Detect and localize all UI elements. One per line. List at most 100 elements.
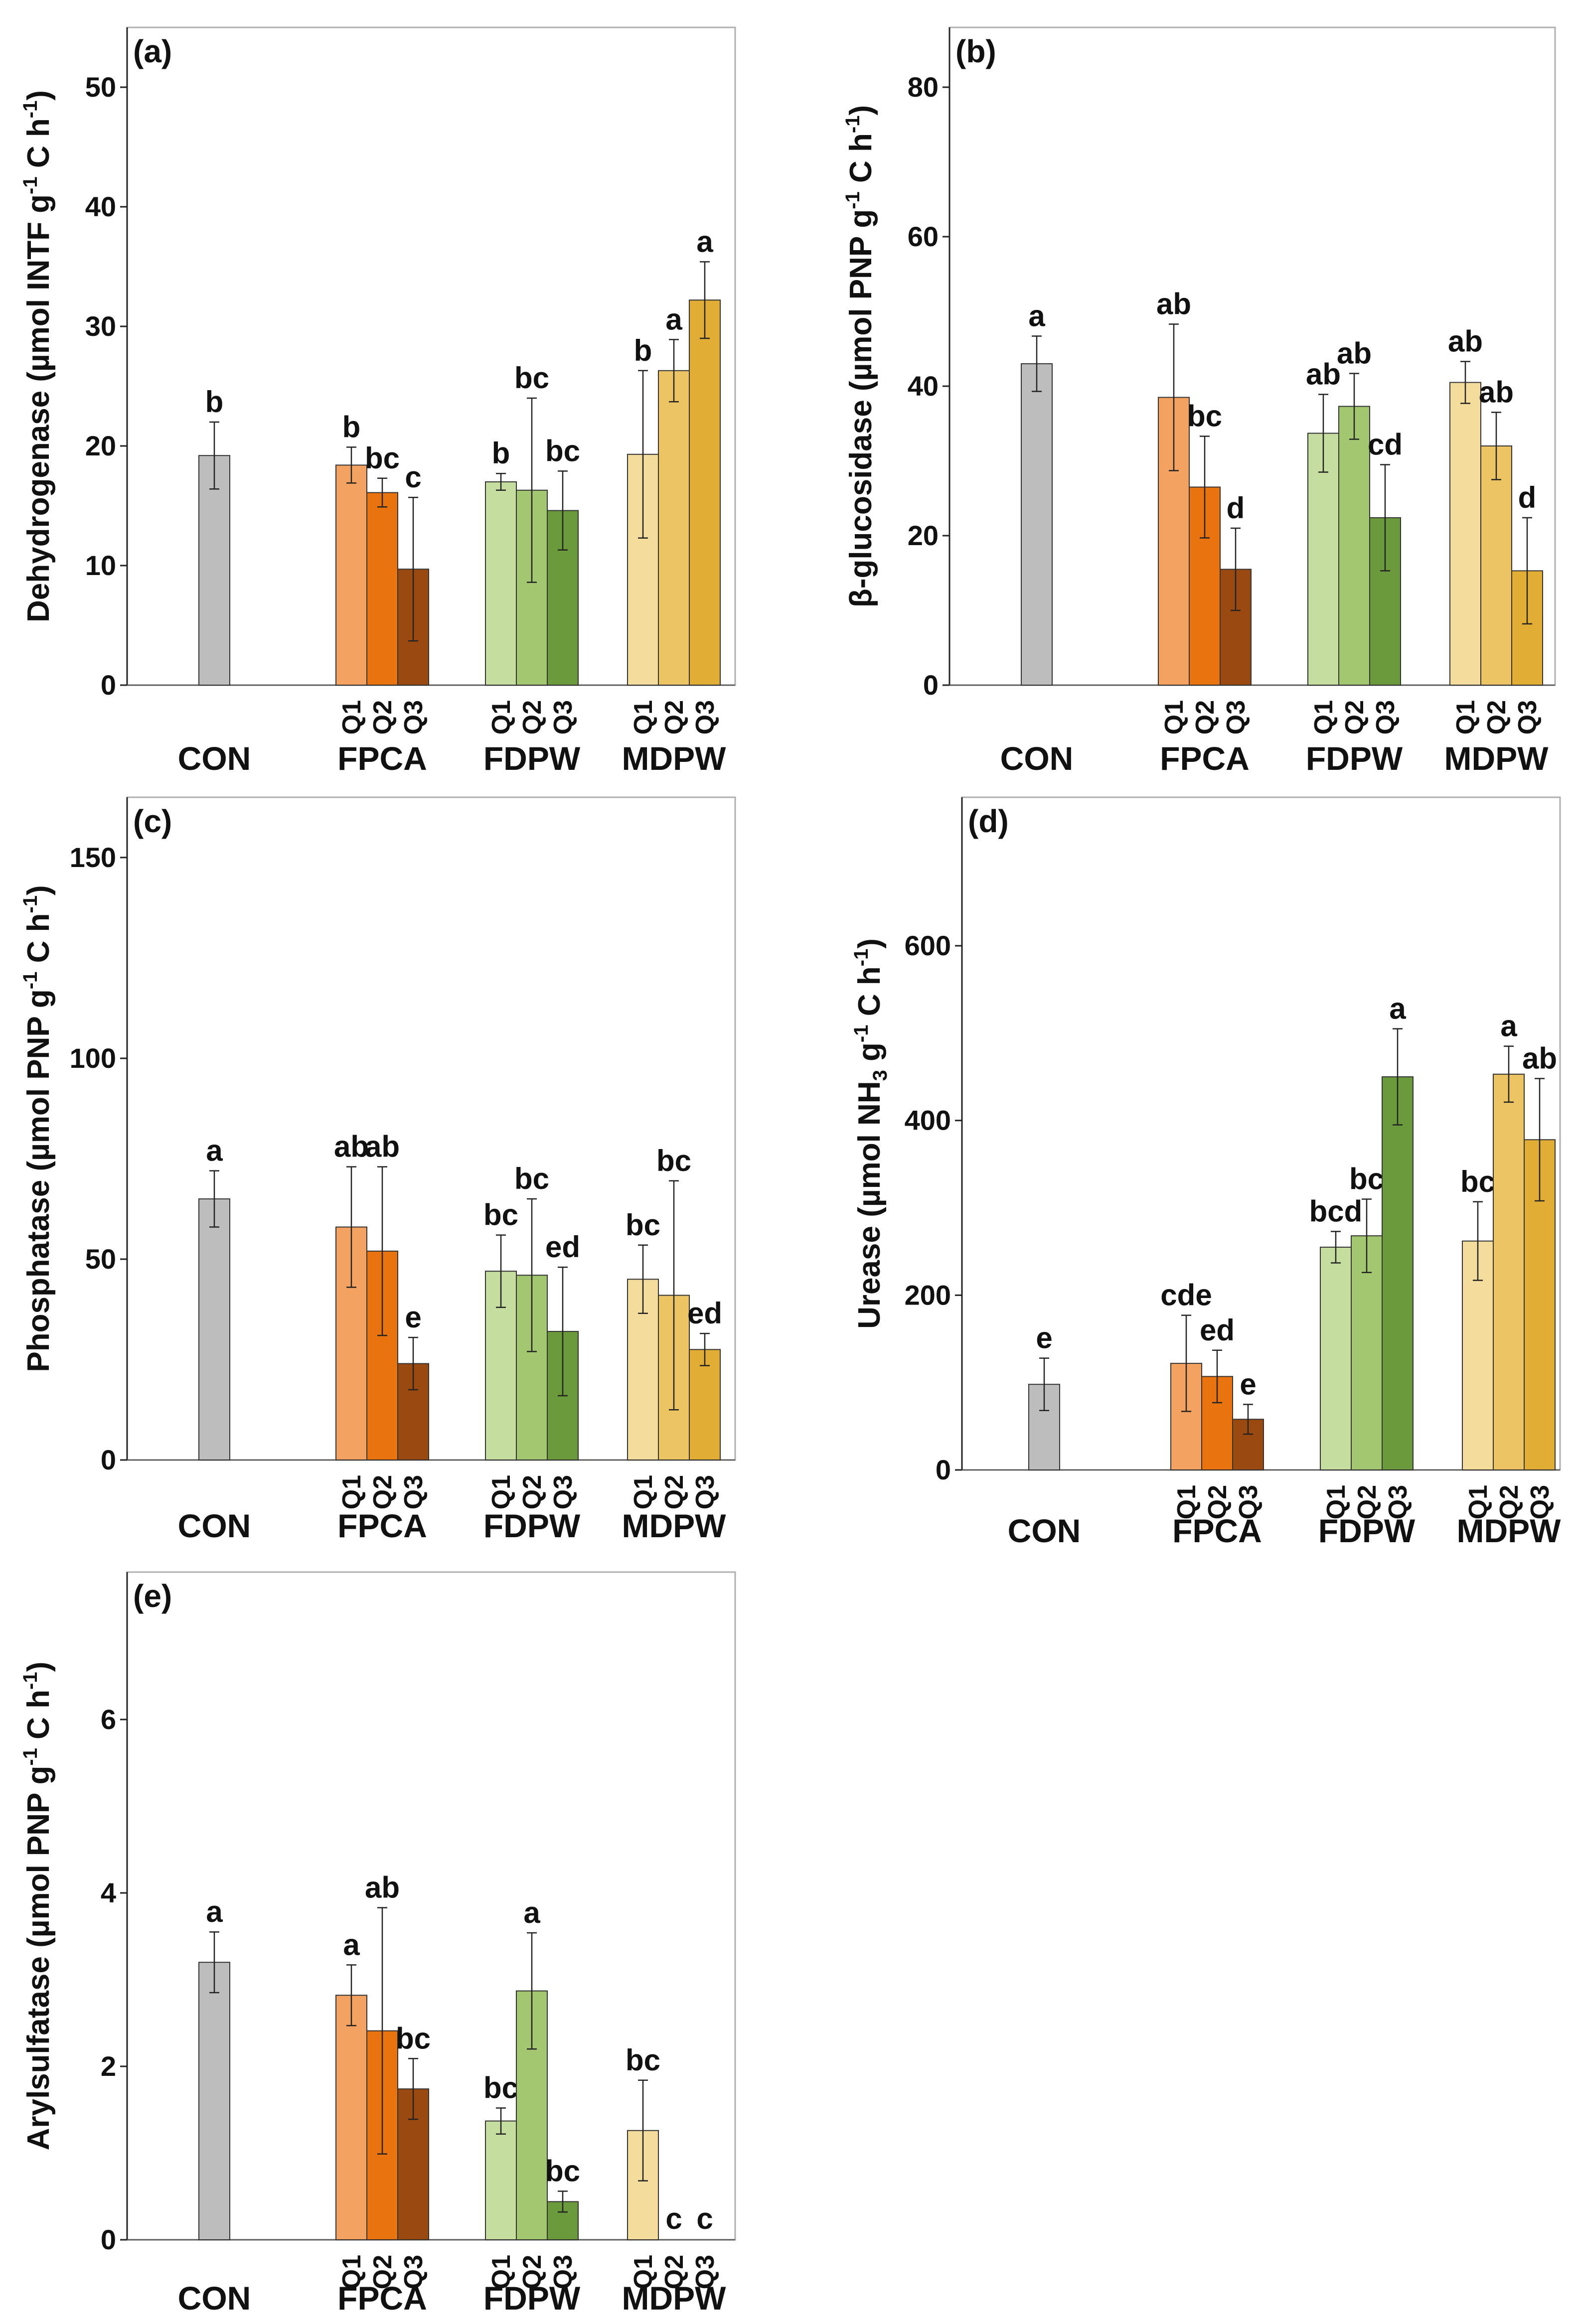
y-label-part: ) <box>21 1662 56 1672</box>
bar-fdpw-q3 <box>1382 1076 1414 1471</box>
q-tick-label: Q2 <box>660 700 689 734</box>
y-label-part: ) <box>21 885 56 895</box>
bar-fdpw-q1 <box>485 481 517 686</box>
group-label-fpca: FPCA <box>1172 1512 1262 1549</box>
significance-label: bc <box>1349 1162 1384 1195</box>
significance-label: bc <box>1187 400 1222 433</box>
q-tick-label: Q1 <box>629 700 658 734</box>
q-tick-label: Q3 <box>1384 1485 1413 1519</box>
q-tick-label: Q2 <box>1203 1485 1232 1519</box>
bar-fdpw-q1 <box>1320 1246 1352 1471</box>
y-axis-label: Urease (µmol NH3​ g-1​ C h-1​) <box>850 938 891 1329</box>
y-label-part: C h <box>21 118 56 176</box>
q-tick-label: Q1 <box>1464 1485 1493 1519</box>
group-label-con: CON <box>1000 740 1074 777</box>
panel-tag: (d) <box>968 803 1009 839</box>
y-tick-label: 200 <box>905 1279 951 1310</box>
significance-label: e <box>405 1301 421 1334</box>
group-label-mdpw: MDPW <box>622 1507 727 1544</box>
q-tick-label: Q1 <box>337 700 366 734</box>
q-tick-label: Q3 <box>1513 700 1542 734</box>
significance-label: ab <box>1156 288 1191 321</box>
bar-mdpw-q3 <box>689 299 721 686</box>
significance-label: ab <box>334 1130 369 1163</box>
chart-panel-1: (a) 0 10 20 30 40 50 Dehydrogenase (µmol INTF g… <box>19 26 736 777</box>
significance-label: ab <box>365 1130 400 1163</box>
group-label-fpca: FPCA <box>337 2280 427 2317</box>
y-tick-label: 80 <box>908 71 939 103</box>
y-label-part: ) <box>852 938 887 949</box>
y-label-part: C h <box>852 966 887 1024</box>
y-label-part: ) <box>844 105 878 116</box>
y-label-part: C h <box>21 1690 56 1748</box>
bar-con <box>198 1198 230 1460</box>
significance-label: a <box>696 225 713 258</box>
significance-label: bc <box>365 441 400 475</box>
bar-fpca-q1 <box>335 1995 367 2241</box>
significance-label: ab <box>1337 337 1372 370</box>
significance-label: e <box>1240 1368 1256 1401</box>
group-label-mdpw: MDPW <box>622 740 727 777</box>
q-tick-label: Q1 <box>337 1475 366 1509</box>
q-tick-label: Q1 <box>487 2255 516 2289</box>
bar-fdpw-q2 <box>1351 1235 1383 1470</box>
significance-label: bc <box>545 434 580 467</box>
significance-label: a <box>1389 992 1406 1025</box>
significance-label: d <box>1518 481 1537 514</box>
q-tick-label: Q1 <box>337 2255 366 2289</box>
y-tick-label: 10 <box>85 550 116 581</box>
y-tick-label: 60 <box>908 221 939 252</box>
q-tick-label: Q2 <box>1340 700 1369 734</box>
significance-label: c <box>696 2202 713 2235</box>
significance-label: ab <box>1448 325 1483 358</box>
q-tick-label: Q2 <box>368 2255 397 2289</box>
significance-label: ed <box>545 1230 580 1264</box>
group-label-fdpw: FDPW <box>483 2280 581 2317</box>
chart-panel-2: (b) 0 20 40 60 80 β-glucosidase (µmol PNP g-1​… <box>842 26 1556 777</box>
y-label-part: Dehydrogenase (µmol INTF g <box>21 194 56 622</box>
panel-tag: (c) <box>133 803 172 839</box>
q-tick-label: Q2 <box>368 1475 397 1509</box>
y-label-sup: -1 <box>850 949 872 967</box>
significance-label: ab <box>365 1871 400 1904</box>
significance-label: bc <box>656 1144 691 1177</box>
significance-label: e <box>1036 1321 1052 1355</box>
significance-label: d <box>1227 491 1245 525</box>
y-axis-label: Arylsulfatase (µmol PNP g-1​ C h-1​) <box>19 1662 56 2151</box>
q-tick-label: Q2 <box>518 1475 547 1509</box>
significance-label: a <box>1028 299 1045 333</box>
group-label-con: CON <box>178 740 251 777</box>
q-tick-label: Q2 <box>1495 1485 1524 1519</box>
q-tick-label: Q2 <box>660 1475 689 1509</box>
bar-fpca-q2 <box>366 492 398 686</box>
significance-label: a <box>206 1895 223 1928</box>
y-label-part: g <box>852 1042 887 1070</box>
significance-label: a <box>206 1134 223 1167</box>
q-tick-label: Q2 <box>368 700 397 734</box>
significance-label: c <box>665 2202 682 2235</box>
q-tick-label: Q1 <box>1172 1485 1201 1519</box>
bar-mdpw-q3 <box>689 1349 721 1460</box>
y-label-sup: -1 <box>19 895 41 913</box>
y-tick-label: 100 <box>70 1042 116 1074</box>
y-tick-label: 40 <box>908 370 939 402</box>
y-tick-label: 0 <box>936 1454 951 1485</box>
y-tick-label: 50 <box>85 1243 116 1275</box>
panel-tag: (a) <box>133 33 172 69</box>
y-label-sup: -1 <box>19 176 41 194</box>
group-label-fdpw: FDPW <box>483 1507 581 1544</box>
q-tick-label: Q3 <box>399 1475 428 1509</box>
group-label-con: CON <box>1008 1512 1081 1549</box>
bar-mdpw-q2 <box>658 370 690 686</box>
q-tick-label: Q1 <box>487 700 516 734</box>
q-tick-label: Q3 <box>399 700 428 734</box>
significance-label: ed <box>687 1297 722 1330</box>
group-label-fpca: FPCA <box>337 740 427 777</box>
y-tick-label: 50 <box>85 71 116 103</box>
q-tick-label: Q1 <box>487 1475 516 1509</box>
significance-label: bc <box>483 2071 518 2104</box>
bar-con <box>198 455 230 686</box>
y-axis-label: β-glucosidase (µmol PNP g-1​ C h-1​) <box>842 105 878 607</box>
group-label-fdpw: FDPW <box>1306 740 1403 777</box>
